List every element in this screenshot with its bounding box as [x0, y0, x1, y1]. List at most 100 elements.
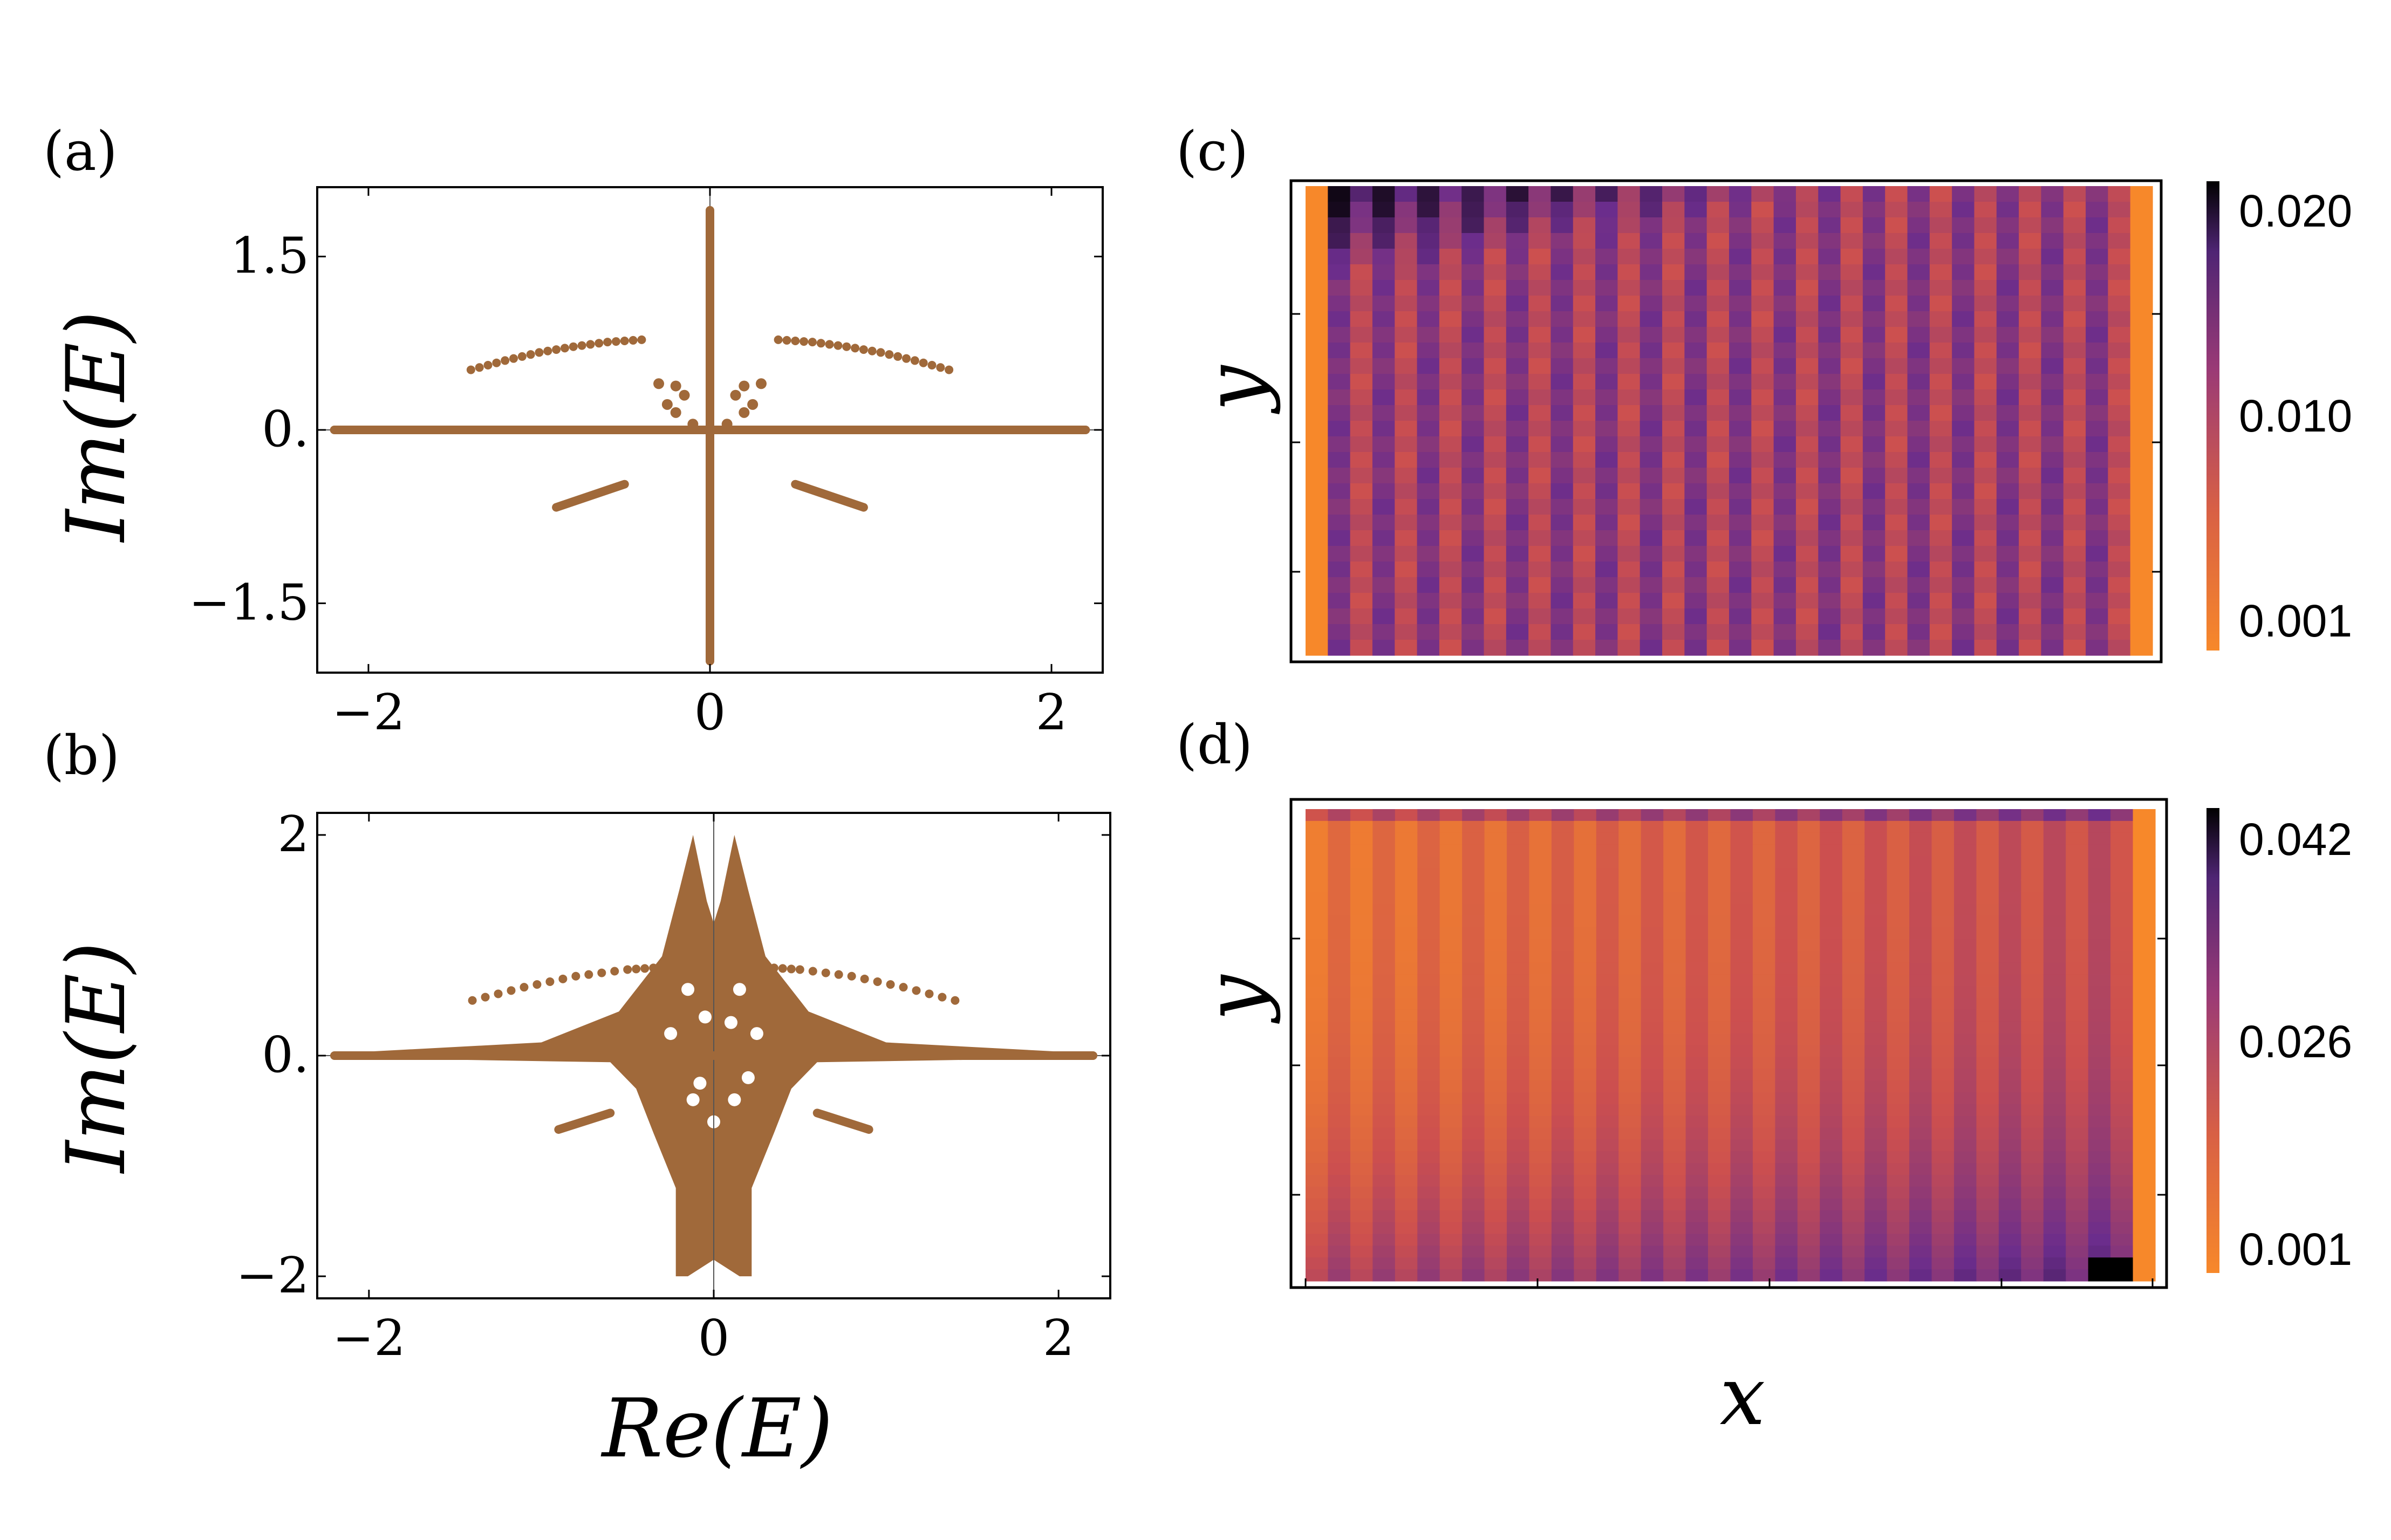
panel-c-cell [2041, 405, 2064, 421]
panel-d-cell [2088, 820, 2111, 833]
panel-a-xtick-label: −2 [332, 683, 405, 741]
panel-d-cell [1842, 1198, 1865, 1211]
panel-c-cell [1840, 233, 1863, 249]
panel-c-cell [1328, 624, 1351, 640]
panel-d-cell [1998, 1092, 2021, 1105]
panel-d-cell [2088, 832, 2111, 845]
panel-d-cell [1529, 1210, 1552, 1223]
panel-c-cell [2108, 452, 2131, 468]
panel-d-cell [1372, 915, 1396, 928]
panel-d-cell [1797, 962, 1820, 975]
panel-d-cell [2043, 1045, 2066, 1057]
panel-d-cell [1663, 868, 1686, 880]
panel-d-cell [2110, 1210, 2134, 1223]
panel-c-cell [2086, 577, 2108, 593]
panel-d-cell [2066, 868, 2089, 880]
panel-d-cell [1462, 892, 1485, 904]
panel-c-cell [1484, 374, 1507, 390]
panel-c-cell [1840, 577, 1863, 593]
panel-d-cell [1730, 1234, 1753, 1246]
panel-c-cell [1461, 593, 1485, 609]
panel-d-cell [1618, 998, 1642, 1010]
panel-c-cell [1684, 515, 1707, 531]
panel-d-cell [1306, 915, 1329, 928]
panel-c-cell [1372, 562, 1395, 578]
panel-d-cell [1462, 1057, 1485, 1069]
panel-d-cell [1395, 1234, 1418, 1246]
panel-d-cell [1529, 1234, 1552, 1246]
panel-d-cell [2021, 844, 2044, 857]
panel-c-cell [1862, 217, 1886, 234]
panel-c-cell [2086, 374, 2108, 390]
panel-d-cell [1953, 1257, 1977, 1270]
panel-d-cell [1775, 1033, 1798, 1046]
panel-c-cell [1729, 530, 1752, 546]
panel-c-cell [1818, 499, 1841, 515]
panel-c-cell [1952, 562, 1975, 578]
panel-d-cell [1551, 998, 1574, 1010]
panel-d-cell [1708, 1187, 1731, 1199]
panel-d-cell [1574, 1069, 1597, 1081]
panel-d-cell [1507, 1151, 1530, 1163]
panel-d-cell [1797, 974, 1820, 987]
panel-c-cell [1372, 249, 1395, 265]
panel-d-cell [1663, 1269, 1686, 1282]
panel-d-cell [1797, 1210, 1820, 1223]
panel-d-cell [1752, 915, 1775, 928]
panel-c-cell [1306, 249, 1328, 265]
panel-c-cell [1328, 296, 1351, 312]
panel-c-cell [1395, 452, 1418, 468]
panel-c-cell [1751, 483, 1774, 499]
panel-d-cell [1417, 1021, 1440, 1034]
panel-d-cell [1797, 1057, 1820, 1069]
panel-d-cell [2133, 1163, 2156, 1175]
panel-c-cell [2108, 562, 2131, 578]
panel-d-cell [1574, 1080, 1597, 1093]
panel-c-cell [1461, 217, 1485, 234]
panel-c-cell [1862, 389, 1886, 406]
panel-c-cell [1461, 483, 1485, 499]
panel-d-cell [1685, 1198, 1709, 1211]
panel-c-cell [1974, 358, 1997, 374]
panel-d-cell [1484, 915, 1507, 928]
panel-d-cell [1797, 1021, 1820, 1034]
panel-d-cell [1574, 1257, 1597, 1270]
panel-c-cell [1306, 640, 1328, 656]
panel-c-cell [1328, 202, 1351, 218]
panel-c-cell [1461, 202, 1485, 218]
panel-d-cell [1529, 1175, 1552, 1187]
panel-c-cell [1840, 264, 1863, 280]
panel-d-cell [1663, 880, 1686, 892]
panel-c-cell [1773, 499, 1796, 515]
panel-d-cell [1842, 892, 1865, 904]
panel-c-cell [1751, 217, 1774, 234]
panel-d-cell [1350, 1139, 1373, 1152]
panel-d-cell [2066, 892, 2089, 904]
panel-c-cell [1773, 217, 1796, 234]
panel-c-cell [1395, 436, 1418, 453]
panel-c-cell [1885, 562, 1908, 578]
panel-c-cell [1573, 389, 1596, 406]
panel-c-cell [1818, 515, 1841, 531]
panel-d-cell [1395, 1104, 1418, 1117]
panel-c-cell [1528, 562, 1552, 578]
panel-d-cell [1775, 1210, 1798, 1223]
panel-d-cell [1439, 1127, 1463, 1140]
panel-d-cell [1931, 1257, 1955, 1270]
panel-c-cell [1639, 452, 1663, 468]
panel-d-cell [1618, 927, 1642, 940]
panel-d-cell [1574, 1092, 1597, 1105]
panel-c-cell [2108, 483, 2131, 499]
panel-c-cell [1461, 515, 1485, 531]
panel-c-cell [1996, 217, 2019, 234]
panel-d-cell [1417, 820, 1440, 833]
panel-d-cell [1775, 1269, 1798, 1282]
panel-d-cell [2133, 1069, 2156, 1081]
panel-c-cell [1306, 624, 1328, 640]
panel-c-cell [1706, 577, 1730, 593]
panel-d-cell [1641, 1069, 1664, 1081]
panel-d-cell [1529, 962, 1552, 975]
panel-d-cell [1529, 1080, 1552, 1093]
panel-d-cell [1708, 1057, 1731, 1069]
panel-c-cell [1907, 640, 1930, 656]
